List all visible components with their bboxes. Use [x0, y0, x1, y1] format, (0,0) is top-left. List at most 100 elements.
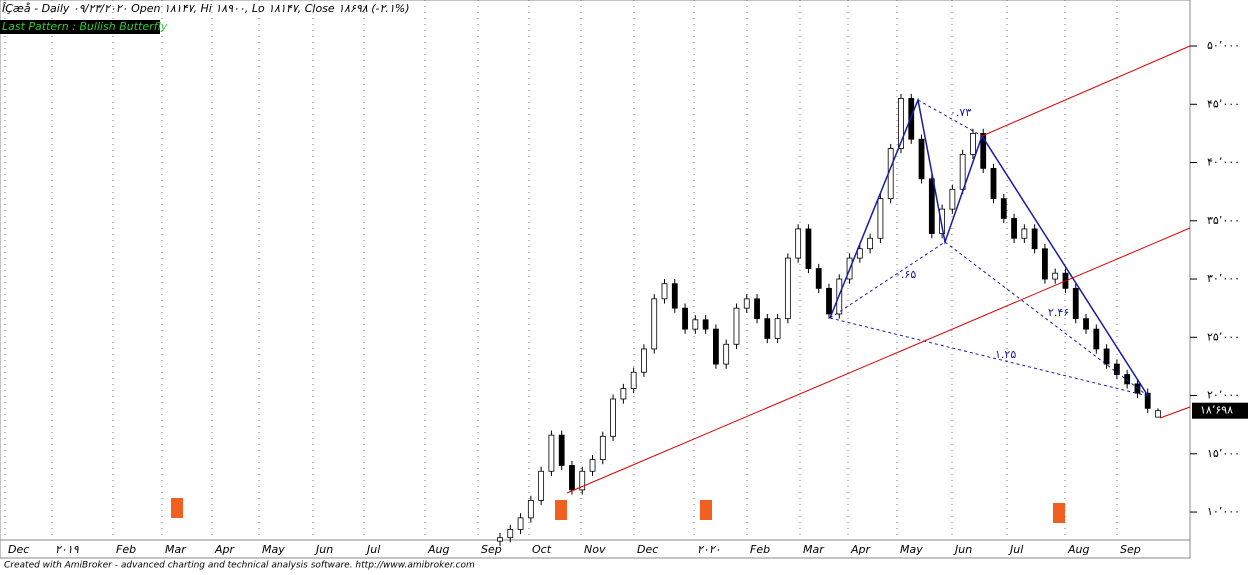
- candle-body: [1124, 374, 1131, 385]
- x-tick-label: Feb: [116, 543, 136, 556]
- candle-body: [713, 328, 719, 365]
- y-axis: ۱۰٬۰۰۰ ۱۵٬۰۰۰ ۲۰٬۰۰۰ ۲۵٬۰۰۰ ۳۰٬۰۰۰ ۳۵٬۰۰۰ ۴۰٬۰…: [1190, 39, 1248, 518]
- x-tick-label: May: [900, 543, 923, 556]
- y-tick-label: ۵۰٬۰۰۰: [1207, 39, 1240, 52]
- channel-line: [1159, 406, 1191, 419]
- candle-body: [558, 434, 565, 466]
- y-tick-label: ۲۵٬۰۰۰: [1207, 330, 1240, 343]
- candle-body: [641, 348, 647, 373]
- pattern: [566, 45, 1191, 494]
- x-tick-label: Aug: [427, 543, 449, 556]
- x-tick-label: Nov: [584, 543, 606, 556]
- candle-body: [1093, 328, 1100, 350]
- x-tick-label: Jun: [314, 543, 333, 556]
- candle-body: [898, 98, 904, 149]
- x-tick-label: Jul: [1008, 543, 1023, 556]
- x-tick-label: Mar: [803, 543, 825, 556]
- signal-box: [555, 500, 567, 520]
- candle-body: [990, 167, 997, 200]
- pattern-label-bg: [0, 20, 160, 34]
- candle-body: [527, 499, 534, 519]
- candle-body: [867, 237, 874, 250]
- candle-body: [1031, 228, 1038, 250]
- candle-body: [980, 132, 987, 169]
- candle-body: [1021, 228, 1028, 239]
- candle-body: [507, 529, 514, 539]
- y-tick-label: ۳۰٬۰۰۰: [1207, 272, 1240, 285]
- candle-body: [723, 343, 730, 365]
- candle-body: [610, 398, 616, 437]
- x-tick-label: May: [262, 543, 285, 556]
- x-tick-label: Sep: [1120, 543, 1141, 556]
- candle-body: [1144, 392, 1151, 409]
- candle-body: [774, 318, 781, 339]
- ratio-label: ۱.۲۵: [995, 348, 1016, 361]
- last-price-box: [1192, 402, 1248, 419]
- pattern-legs: [829, 97, 1149, 397]
- candle-body: [1155, 410, 1161, 418]
- candle-body: [569, 465, 575, 491]
- pattern-label: Last Pattern : Bullish Butterfly: [2, 20, 168, 33]
- candle-body: [877, 198, 884, 239]
- candle-body: [702, 319, 709, 330]
- x-tick-label: Dec: [637, 543, 658, 556]
- candle-body: [815, 268, 822, 289]
- ratio-label: ۲.۴۶: [1048, 306, 1069, 319]
- y-tick-label: ۱۵٬۰۰۰: [1207, 447, 1240, 460]
- candle-body: [733, 307, 740, 345]
- x-tick-label: Sep: [481, 543, 502, 556]
- candle-body: [939, 208, 945, 234]
- candle-body: [671, 283, 678, 309]
- signal-box: [700, 500, 712, 520]
- x-tick-label: ۲۰۱۹: [55, 543, 79, 556]
- x-axis-band: [0, 539, 1191, 559]
- x-tick-label: Jul: [365, 543, 380, 556]
- candle-body: [754, 298, 760, 320]
- candle-body: [1042, 248, 1048, 280]
- ratio-label: ۰.۶۵: [895, 268, 916, 281]
- x-tick-label: Dec: [8, 543, 29, 556]
- candle-body: [661, 283, 668, 300]
- y-tick-label: ۳۵٬۰۰۰: [1207, 214, 1240, 227]
- candle-body: [959, 153, 966, 190]
- plot-area: [0, 0, 1191, 541]
- candle-body: [620, 388, 627, 400]
- candle-body: [764, 318, 771, 339]
- x-tick-label: Feb: [750, 543, 770, 556]
- candle-body: [1113, 363, 1120, 375]
- candle-body: [589, 459, 596, 472]
- candle-body: [1000, 198, 1007, 219]
- candle-body: [1083, 318, 1089, 330]
- candle-body: [908, 98, 915, 140]
- candle-body: [949, 188, 956, 210]
- candle-body: [826, 287, 832, 315]
- candle-body: [743, 298, 750, 309]
- x-tick-label: Oct: [532, 543, 552, 556]
- candle-body: [795, 228, 802, 259]
- candle-body: [1011, 218, 1017, 239]
- pattern-ratio-line: [829, 317, 1149, 397]
- last-price-label: ۱۸٬۶۹۸: [1200, 404, 1233, 417]
- y-tick-label: ۲۰٬۰۰۰: [1207, 389, 1240, 402]
- grid: [4, 0, 1118, 540]
- x-tick-label: Aug: [1067, 543, 1089, 556]
- candle-body: [651, 298, 658, 350]
- y-tick-label: ۴۰٬۰۰۰: [1207, 156, 1240, 169]
- candles: [497, 93, 1161, 546]
- candle-body: [692, 319, 699, 330]
- signal-box: [171, 498, 183, 518]
- candle-body: [1103, 348, 1110, 365]
- pattern-ratio-line: [829, 241, 1149, 397]
- candle-body: [970, 132, 976, 155]
- signals: [171, 498, 1065, 523]
- candle-body: [682, 307, 688, 330]
- y-tick-label: ۱۰٬۰۰۰: [1207, 505, 1240, 518]
- chart-title: ÎÇæå - Daily ۰۹/۲۳/۲۰۲۰ Open ۱۸۱۴۷, Hi ۱…: [2, 2, 410, 15]
- candle-body: [538, 470, 545, 501]
- ratio-label: ۰.۷۳: [950, 106, 971, 119]
- candle-body: [1072, 287, 1079, 320]
- candle-body: [548, 434, 555, 472]
- candle-body: [517, 517, 524, 530]
